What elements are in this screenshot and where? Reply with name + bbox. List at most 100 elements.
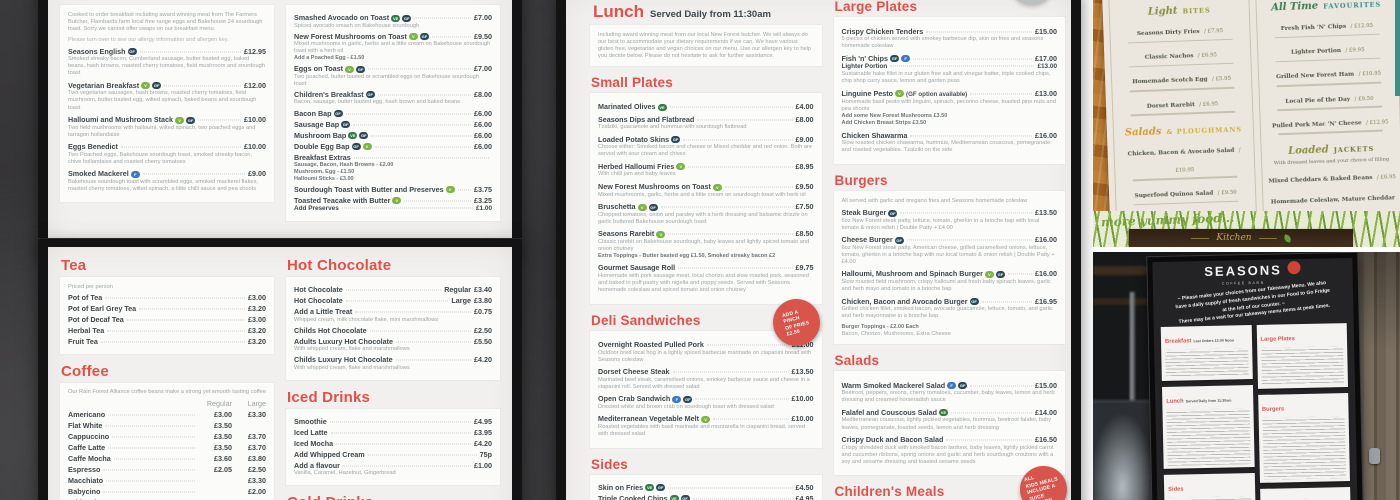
- menu-item: Chicken Shawarma £16.00 Slow roasted chic…: [841, 130, 1058, 154]
- menu-item: Iced Mocha £4.20: [294, 438, 492, 448]
- blurred-menu-lines: [1165, 348, 1249, 378]
- kitchen-sign: Kitchen: [1129, 229, 1353, 247]
- allergen-badges: GF: [968, 297, 979, 306]
- item-description: Two field mushrooms with halloumi, wilte…: [68, 124, 256, 138]
- tea-items: Pot of Tea £3.00 Pot of Earl Grey Tea £3.2…: [68, 293, 266, 346]
- gf-allergen-badge: GF: [995, 270, 1005, 278]
- v-allergen-badge: V: [392, 197, 402, 205]
- item-description: Two Poached eggs, Bakehouse sourdough to…: [68, 151, 253, 165]
- menu-item: Halloumi and Mushroom Stack V GF £10.00 Two…: [68, 115, 266, 138]
- item-price: £6.00: [474, 119, 492, 129]
- menu-item: Breakfast Extras Sausage, Bacon, Hash Br…: [294, 153, 492, 183]
- f-allergen-badge: F: [672, 395, 682, 403]
- menu-item: Halloumi, Mushroom and Spinach Burger V GF…: [841, 269, 1058, 292]
- v-allergen-badge: V: [637, 203, 647, 211]
- cafe-interior: [1093, 252, 1168, 500]
- item-price: £7.00: [474, 64, 492, 74]
- allergen-badges: V GF: [343, 64, 365, 73]
- item-description: Two poached, butter basted or scrambled …: [294, 73, 479, 87]
- gf-allergen-badge: GF: [969, 298, 979, 306]
- hot-chocolate-box: Hot Chocolate Regular £3.40 Hot Chocolate L…: [286, 277, 500, 380]
- blurred-text-line: [1130, 110, 1236, 117]
- menu-item: Babycino £2.00: [68, 487, 266, 497]
- menu-item: Toasted Teacake with Butter V £3.25 Add Pr…: [294, 195, 492, 212]
- gf-allergen-badge: GF: [894, 236, 904, 244]
- gf-allergen-badge: GF: [351, 143, 361, 151]
- allergen-badges: VE GF: [668, 494, 690, 500]
- item-price: £6.00: [474, 108, 492, 118]
- menu-item: Seasons English GF £12.95 Smoked streaky b…: [68, 46, 266, 77]
- item-description: Bakehouse sourdough toast with scrambled…: [68, 178, 258, 192]
- blurred-menu-lines: [1260, 346, 1344, 386]
- lunch-paper: Lunch Served Daily from 11:30am Including…: [566, 0, 1072, 500]
- kitchen-sign-text: Kitchen: [1216, 233, 1252, 243]
- item-price: £7.00: [474, 13, 492, 22]
- iced-drinks-box: Smoothie £4.95 Iced Latte £3.95: [286, 408, 500, 486]
- allergen-badges: GF: [332, 109, 343, 118]
- dotted-leader: [414, 17, 471, 19]
- allergen-badges: GF: [893, 235, 904, 244]
- menu-item: Seasons Dips and Flatbread £8.00 Tzatziki…: [598, 114, 814, 131]
- item-price: £6.00: [474, 130, 492, 140]
- board-panel-burgers: Burgers: [1257, 393, 1350, 483]
- menu-item: Sausage Bap GF £6.00: [294, 119, 492, 129]
- gf-allergen-badge: GF: [890, 55, 900, 63]
- item-description: Two vegetarian sausages, hash browns, ro…: [68, 90, 257, 111]
- photo-menu-item: Local Pie of the Day / £9.50: [1264, 86, 1396, 112]
- menu-item: Iced Latte £3.95: [294, 427, 492, 437]
- coffee-box: Our Rain Forest Alliance coffee beans ma…: [60, 382, 274, 500]
- menu-item: Flat White £3.50: [68, 421, 232, 431]
- menu-item: Skin on Fries VE GF £4.50: [598, 482, 814, 492]
- dotted-leader: [404, 200, 471, 202]
- item-description: Mixed mushrooms in garlic, herbs and a l…: [294, 41, 491, 55]
- menu-item: Linguine Pesto V (GF option available) £13.…: [841, 88, 1058, 127]
- menu-item: Crispy Chicken Tenders £15.00 5 pieces of…: [841, 26, 1058, 50]
- dotted-leader: [457, 189, 471, 191]
- section-title-salads: Salads: [834, 353, 880, 369]
- item-price: £8.00: [474, 89, 492, 99]
- v-allergen-badge: V: [141, 82, 151, 90]
- allergy-note: Please turn over to see our allergy info…: [68, 36, 229, 43]
- sides-items: Skin on Fries VE GF £4.50 Triple Cooked Chi…: [598, 483, 814, 500]
- section-title-burgers: Burgers: [834, 173, 888, 189]
- allergen-badges: F GF: [945, 381, 968, 390]
- teal-edge-sliver: [1395, 0, 1400, 96]
- cut-off-badge: [1009, 0, 1055, 5]
- allergen-badges: F: [129, 169, 140, 178]
- gf-allergen-badge: GF: [671, 136, 681, 144]
- allergen-badges: VE GF: [346, 131, 369, 140]
- menu-item: Steak Burger GF £13.50 6oz New Forest stea…: [841, 208, 1058, 231]
- menu-item: New Forest Mushrooms on Toast V £9.50 Mixe…: [598, 182, 814, 198]
- section-title-childrens-meals: Children's Meals: [834, 484, 945, 500]
- dotted-leader: [139, 51, 242, 53]
- gf-allergen-badge: GF: [186, 116, 196, 124]
- gf-allergen-badge: GF: [341, 121, 351, 129]
- coffee-size-headers: Regular Large: [206, 399, 266, 409]
- photo-menu-item: Superfood Quinoa Salad / £9.50: [1120, 180, 1252, 206]
- menu-item: Bruschetta V GF £7.50 Chopped tomatoes, oni…: [598, 202, 814, 225]
- menu-item: Hot Chocolate Regular £3.40: [294, 285, 492, 294]
- hot-chocolate-items: Hot Chocolate Regular £3.40 Hot Chocolate L…: [294, 285, 492, 372]
- v-allergen-badge: V: [175, 116, 185, 124]
- coffee-items: Americano £3.00 £3.30 Flat White £3.50: [68, 410, 266, 500]
- allergen-badges: GF: [126, 47, 137, 56]
- tea-note: Priced per person: [68, 283, 113, 290]
- menu-item: Eggs on Toast V GF £7.00 Two poached, butte…: [294, 64, 492, 87]
- item-description: Spiced avocado smash on Bakehouse sourdo…: [294, 22, 420, 29]
- gf-allergen-badge: GF: [958, 382, 968, 390]
- blurred-menu-lines: [1262, 416, 1346, 480]
- photo-menu-item: Chicken, Bacon & Avocado Salad / £10.95: [1118, 138, 1250, 182]
- menu-item: Loaded Potato Skins GF £9.00 Choose either…: [598, 134, 814, 158]
- menu-item: Add a Flavour£1.00£1.00 Vanilla, Caramel…: [68, 498, 266, 500]
- board-panel-sides: Sides: [1163, 473, 1256, 500]
- photo-menu-item: Classic Nachos / £6.95: [1115, 43, 1247, 69]
- menu-item: Childs Luxury Hot Chocolate £4.20 With wh…: [294, 355, 492, 371]
- v-allergen-badge: V: [895, 90, 905, 98]
- menu-item: Fish 'n' Chips GF F £17.00 Lighter Portion £…: [841, 53, 1058, 85]
- menu-item: Smashed Avocado on Toast VE GF £7.00 Spiced…: [294, 13, 492, 29]
- item-price: £3.25: [474, 195, 492, 205]
- dotted-leader: [353, 157, 489, 159]
- menu-item: Smoothie £4.95: [294, 416, 492, 426]
- allergen-badges: VE GF: [389, 13, 412, 22]
